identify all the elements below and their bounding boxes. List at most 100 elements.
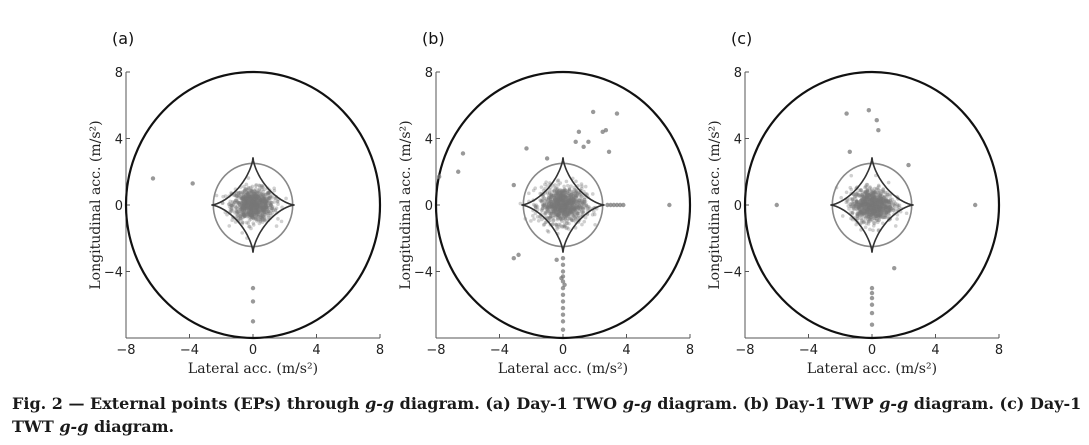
cluster-point — [551, 218, 556, 223]
cluster-point — [568, 208, 573, 213]
cluster-point — [574, 204, 578, 208]
cluster-point — [563, 199, 567, 204]
cluster-point — [249, 207, 253, 212]
cluster-point — [252, 203, 257, 208]
cluster-point — [241, 194, 246, 199]
cluster-point — [253, 215, 258, 220]
cluster-point — [571, 208, 576, 212]
cluster-point — [244, 197, 248, 201]
cluster-point — [560, 203, 565, 208]
cluster-point — [243, 201, 248, 205]
cluster-point — [243, 206, 248, 211]
cluster-point — [236, 216, 241, 220]
cluster-point — [567, 203, 571, 207]
cluster-point — [565, 190, 570, 194]
cluster-point — [564, 206, 568, 210]
cluster-point — [562, 203, 567, 208]
cluster-point — [243, 196, 247, 201]
cluster-point — [258, 191, 263, 196]
cluster-point — [571, 199, 576, 203]
cluster-point — [251, 199, 255, 204]
cluster-point — [553, 214, 558, 218]
cluster-point — [573, 208, 577, 213]
cluster-point — [248, 203, 253, 207]
cluster-point — [546, 230, 551, 234]
cluster-point — [562, 195, 566, 200]
cluster-point — [269, 208, 274, 213]
cluster-point — [563, 207, 567, 211]
cluster-point — [564, 213, 569, 218]
cluster-point — [257, 196, 261, 201]
cluster-point — [557, 195, 562, 199]
cluster-point — [252, 199, 257, 204]
cluster-point — [256, 205, 261, 210]
cluster-point — [257, 193, 261, 198]
cluster-point — [552, 189, 556, 193]
cluster-point — [275, 199, 280, 204]
cluster-point — [558, 209, 562, 213]
cluster-point — [259, 198, 263, 202]
cluster-point — [562, 225, 567, 229]
cluster-point — [255, 205, 260, 209]
cluster-point — [580, 210, 585, 215]
cluster-point — [559, 191, 564, 195]
cluster-point — [567, 206, 571, 210]
cluster-point — [579, 194, 584, 199]
cluster-point — [557, 209, 561, 214]
cluster-point — [552, 197, 557, 202]
cluster-point — [566, 191, 571, 196]
cluster-point — [885, 194, 889, 199]
cluster-point — [872, 186, 877, 191]
cluster-point — [247, 212, 252, 217]
cluster-point — [243, 194, 247, 199]
cluster-point — [556, 193, 561, 198]
cluster-point — [250, 192, 254, 197]
cluster-point — [557, 201, 562, 206]
cluster-point — [556, 213, 561, 217]
cluster-point — [249, 202, 254, 207]
cluster-point — [273, 208, 278, 212]
cluster-point — [582, 200, 587, 205]
cluster-point — [253, 193, 258, 197]
cluster-point — [241, 220, 245, 225]
cluster-point — [241, 200, 246, 204]
cluster-point — [252, 194, 257, 199]
cluster-point — [574, 217, 578, 221]
external-point — [554, 257, 559, 263]
cluster-point — [248, 195, 252, 199]
cluster-point — [273, 196, 278, 201]
cluster-point — [244, 196, 248, 201]
cluster-point — [547, 196, 551, 200]
cluster-point — [236, 191, 241, 195]
cluster-point — [262, 206, 267, 210]
cluster-point — [569, 210, 574, 214]
cluster-point — [560, 198, 564, 202]
cluster-point — [246, 194, 251, 199]
cluster-point — [548, 215, 553, 220]
cluster-point — [259, 197, 263, 202]
cluster-point — [561, 190, 565, 195]
cluster-point — [249, 190, 253, 195]
cluster-point — [865, 194, 869, 198]
cluster-point — [263, 203, 268, 207]
cluster-point — [248, 212, 253, 216]
cluster-point — [250, 213, 254, 218]
cluster-point — [273, 207, 278, 212]
cluster-point — [252, 193, 257, 198]
cluster-point — [251, 200, 255, 205]
y-tick-label: 0 — [734, 199, 742, 214]
cluster-point — [248, 212, 253, 217]
cluster-point — [259, 208, 264, 213]
external-point — [150, 176, 156, 181]
cluster-point — [238, 215, 243, 219]
cluster-point — [261, 204, 266, 209]
external-point — [516, 252, 521, 258]
cluster-point — [254, 199, 259, 203]
cluster-point — [566, 194, 571, 198]
cluster-point — [239, 196, 244, 200]
cluster-point — [571, 195, 576, 199]
cluster-point — [242, 208, 247, 212]
cluster-point — [252, 195, 256, 200]
cluster-point — [877, 184, 881, 189]
cluster-point — [260, 220, 265, 224]
